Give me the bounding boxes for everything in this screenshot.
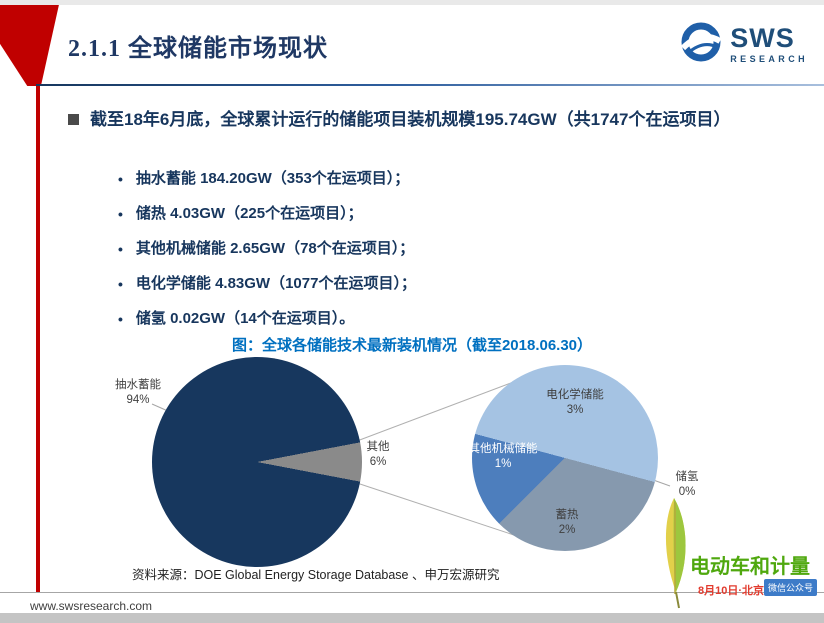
sub-bullet-list: • 抽水蓄能 184.20GW（353个在运项目）； • 储热 4.03GW（2… [118, 168, 416, 343]
sub-bullet-text: 储氢 0.02GW（14个在运项目）。 [135, 310, 355, 327]
page-title: 2.1.1 全球储能市场现状 [68, 36, 328, 62]
pie-label-mechanical: 其他机械储能 1% [468, 443, 538, 470]
sws-logo: SWS RESEARCH [679, 20, 808, 69]
dot-bullet-icon: • [118, 241, 123, 257]
list-item: • 储氢 0.02GW（14个在运项目）。 [118, 308, 416, 343]
sws-globe-icon [679, 20, 723, 69]
pie-chart-secondary [472, 365, 658, 551]
pie-label-pumped-hydro: 抽水蓄能 94% [115, 379, 161, 406]
list-item: • 抽水蓄能 184.20GW（353个在运项目）； [118, 168, 416, 203]
list-item: • 储热 4.03GW（225个在运项目）； [118, 203, 416, 238]
top-border [0, 0, 824, 5]
square-bullet-icon [68, 114, 79, 125]
source-note: 资料来源：DOE Global Energy Storage Database … [132, 568, 500, 582]
bottom-border [0, 613, 824, 623]
sws-logo-text: SWS RESEARCH [730, 25, 808, 64]
sub-bullet-text: 储热 4.03GW（225个在运项目）； [135, 205, 363, 222]
dot-bullet-icon: • [118, 276, 123, 292]
logo-sws-label: SWS [730, 23, 795, 53]
watermark-title: 电动车和计量 [690, 556, 810, 578]
pie-label-thermal: 蓄热 2% [555, 509, 579, 536]
header-divider [36, 84, 824, 86]
footer-divider [0, 592, 824, 593]
dot-bullet-icon: • [118, 206, 123, 222]
watermark-badge: 微信公众号 [764, 579, 818, 596]
pie-label-other: 其他 6% [366, 441, 390, 468]
dot-bullet-icon: • [118, 171, 123, 187]
sub-bullet-text: 抽水蓄能 184.20GW（353个在运项目）； [135, 170, 410, 187]
pie-label-electrochemical: 电化学储能 3% [546, 389, 604, 416]
feather-icon [652, 496, 696, 615]
logo-research-label: RESEARCH [730, 54, 808, 64]
list-item: • 电化学储能 4.83GW（1077个在运项目）； [118, 273, 416, 308]
main-bullet: 截至18年6月底，全球累计运行的储能项目装机规模195.74GW（共1747个在… [68, 106, 782, 133]
main-bullet-text: 截至18年6月底，全球累计运行的储能项目装机规模195.74GW（共1747个在… [90, 110, 731, 129]
dot-bullet-icon: • [118, 311, 123, 327]
chart-title: 图：全球各储能技术最新装机情况（截至2018.06.30） [231, 337, 593, 354]
sub-bullet-text: 电化学储能 4.83GW（1077个在运项目）； [135, 275, 416, 292]
red-accent-line [36, 84, 40, 592]
pie-chart-main [152, 357, 362, 567]
watermark: 电动车和计量 8月10日·北京 微信公众号 [646, 494, 824, 616]
list-item: • 其他机械储能 2.65GW（78个在运项目）； [118, 238, 416, 273]
watermark-date: 8月10日·北京 [698, 585, 765, 597]
sub-bullet-text: 其他机械储能 2.65GW（78个在运项目）； [135, 240, 415, 257]
pie-label-hydrogen: 储氢 0% [675, 471, 699, 498]
red-ribbon-accent [0, 5, 59, 86]
footer-url-link[interactable]: www.swsresearch.com [30, 599, 153, 613]
